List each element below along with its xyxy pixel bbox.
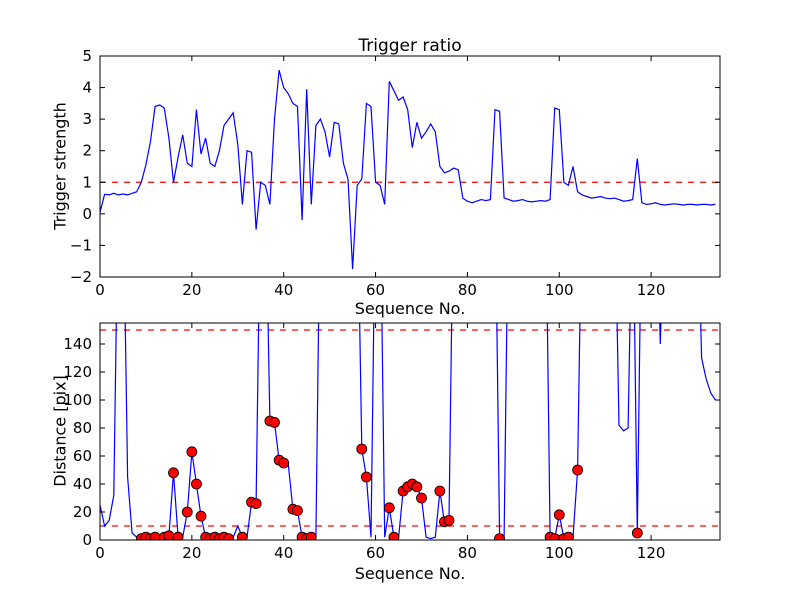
- top-x-tick-label: 120: [637, 281, 666, 299]
- bottom-event-marker: [172, 531, 184, 540]
- bottom-event-marker: [494, 533, 505, 540]
- bottom-event-marker: [416, 492, 427, 504]
- top-plot-title: Trigger ratio: [358, 36, 462, 56]
- top-x-tick-label: 20: [182, 281, 201, 299]
- bottom-event-marker: [269, 416, 280, 428]
- bottom-event-marker: [383, 502, 395, 514]
- top-x-tick-label: 60: [366, 281, 385, 299]
- top-x-tick-label: 0: [95, 281, 105, 299]
- bottom-event-marker: [549, 533, 561, 540]
- bottom-x-axis-label: Sequence No.: [354, 564, 466, 583]
- bottom-axes-frame: [99, 322, 721, 541]
- top-y-tick-label: 5: [82, 47, 92, 65]
- bottom-x-tick-label: 80: [458, 544, 477, 562]
- top-y-tick-label: −2: [70, 268, 92, 286]
- bottom-event-marker: [388, 531, 400, 540]
- bottom-event-marker: [631, 527, 643, 539]
- bottom-event-marker: [191, 478, 202, 490]
- bottom-event-marker: [563, 531, 574, 540]
- bottom-y-tick-label: 140: [63, 335, 92, 353]
- bottom-y-tick-label: 100: [63, 391, 92, 409]
- bottom-event-marker: [149, 531, 161, 540]
- top-y-tick-label: 2: [82, 142, 92, 160]
- top-data-line: [100, 70, 716, 270]
- top-x-tick-label: 40: [274, 281, 293, 299]
- bottom-event-marker: [553, 509, 565, 521]
- bottom-event-marker: [292, 505, 303, 517]
- top-y-tick-label: −1: [70, 236, 92, 254]
- top-y-tick-label: 4: [82, 79, 92, 97]
- bottom-event-marker: [195, 510, 207, 522]
- bottom-x-tick-label: 60: [366, 544, 385, 562]
- bottom-event-marker: [181, 506, 193, 518]
- bottom-event-marker: [356, 443, 368, 455]
- bottom-x-tick-label: 100: [545, 544, 574, 562]
- bottom-event-marker: [278, 457, 290, 469]
- bottom-event-marker: [168, 467, 179, 479]
- top-y-axis-label: Trigger strength: [50, 102, 70, 230]
- bottom-event-marker: [411, 481, 423, 493]
- bottom-x-tick-label: 0: [95, 544, 105, 562]
- bottom-event-marker: [223, 533, 234, 540]
- bottom-event-marker: [250, 498, 262, 510]
- bottom-y-tick-label: 60: [73, 447, 92, 465]
- bottom-event-marker: [163, 530, 175, 540]
- bottom-x-tick-label: 20: [182, 544, 201, 562]
- bottom-y-tick-label: 0: [82, 531, 92, 549]
- top-x-tick-label: 100: [545, 281, 574, 299]
- bottom-event-marker: [572, 464, 584, 476]
- bottom-x-tick-label: 40: [274, 544, 293, 562]
- top-axes-frame: [99, 55, 721, 278]
- top-y-tick-label: 0: [82, 205, 92, 223]
- top-x-axis-label: Sequence No.: [354, 299, 466, 318]
- top-x-tick-label: 80: [458, 281, 477, 299]
- top-y-tick-label: 1: [82, 173, 92, 191]
- bottom-x-tick-label: 120: [637, 544, 666, 562]
- bottom-y-tick-label: 80: [73, 419, 92, 437]
- bottom-event-marker: [360, 471, 372, 483]
- bottom-y-tick-label: 20: [73, 503, 92, 521]
- bottom-y-axis-label: Distance [pix]: [50, 375, 70, 487]
- top-y-tick-label: 3: [82, 110, 92, 128]
- bottom-event-marker: [443, 515, 455, 526]
- bottom-event-marker: [186, 446, 198, 458]
- bottom-event-marker: [305, 531, 317, 540]
- bottom-event-marker: [434, 485, 446, 497]
- bottom-y-tick-label: 40: [73, 475, 92, 493]
- bottom-y-tick-label: 120: [63, 363, 92, 381]
- bottom-event-marker: [236, 531, 248, 540]
